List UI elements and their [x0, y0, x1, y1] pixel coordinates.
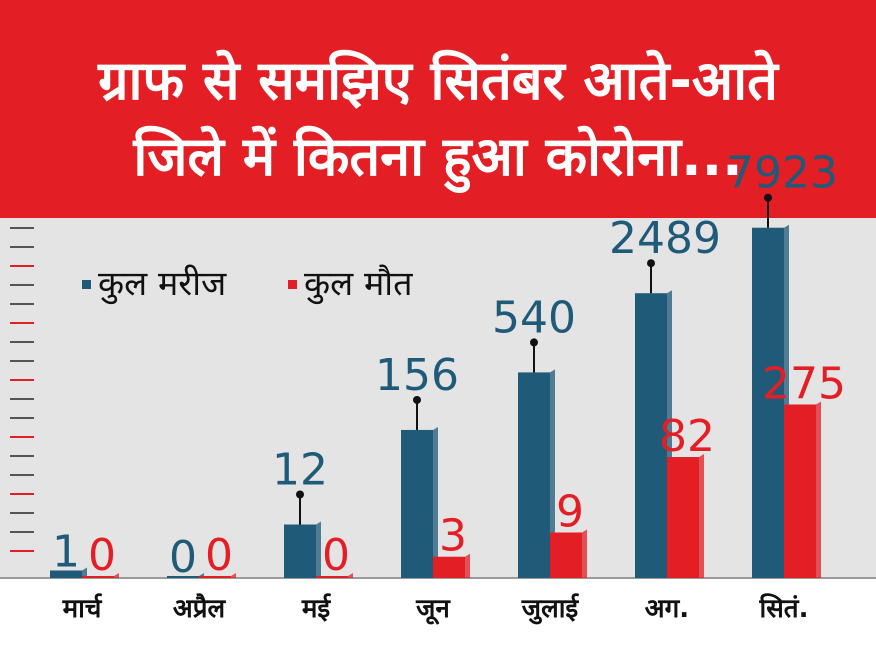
bar-deaths-side — [582, 529, 587, 578]
x-tick-label: जुलाई — [521, 593, 580, 625]
value-label-patients: 7923 — [726, 148, 838, 199]
bar-patients — [752, 227, 784, 578]
x-tick-label: सितं. — [758, 593, 808, 624]
value-label-deaths: 0 — [88, 530, 116, 581]
bar-deaths — [199, 576, 231, 578]
x-tick-label: जून — [415, 594, 451, 625]
bar-patients-side — [82, 567, 87, 578]
x-tick-label: मार्च — [62, 593, 103, 624]
legend-label-patients: कुल मरीज — [98, 264, 227, 304]
label-pin-dot — [413, 395, 421, 404]
value-label-deaths: 82 — [659, 411, 715, 462]
value-label-patients: 540 — [492, 292, 576, 343]
bar-patients — [401, 429, 433, 578]
bar-patients-side — [316, 521, 321, 578]
title-band: ग्राफ से समझिए सितंबर आते-आते जिले में क… — [0, 0, 876, 218]
legend-swatch-patients — [82, 280, 91, 289]
label-pin-dot — [764, 193, 772, 202]
legend-swatch-deaths — [288, 280, 297, 289]
bar-deaths — [433, 556, 465, 578]
x-axis-band — [0, 578, 876, 630]
bar-patients — [635, 293, 667, 578]
label-pin-dot — [530, 338, 538, 347]
chart-title-line-1: ग्राफ से समझिए सितंबर आते-आते — [98, 49, 778, 112]
bar-deaths-side — [348, 573, 353, 578]
legend-label-deaths: कुल मौत — [304, 264, 413, 304]
bar-deaths — [82, 576, 114, 578]
bar-patients-side — [433, 426, 438, 578]
bar-deaths-side — [816, 401, 821, 578]
bar-patients — [50, 570, 82, 578]
x-tick-label: मई — [301, 593, 332, 624]
bar-deaths-side — [231, 573, 236, 578]
value-label-patients: 2489 — [609, 213, 721, 264]
value-label-deaths: 275 — [762, 358, 846, 409]
bar-deaths-side — [699, 454, 704, 578]
bar-patients — [284, 524, 316, 578]
bar-deaths-side — [114, 573, 119, 578]
value-label-deaths: 0 — [322, 530, 350, 581]
label-pin-dot — [647, 259, 655, 268]
bar-deaths — [667, 457, 699, 578]
bar-patients — [518, 372, 550, 578]
x-tick-label: अप्रैल — [173, 593, 227, 624]
value-label-deaths: 0 — [205, 530, 233, 581]
bar-deaths — [550, 532, 582, 578]
bar-deaths — [316, 576, 348, 578]
chart-title-line-2: जिले में कितना हुआ कोरोना... — [133, 125, 743, 188]
value-label-patients: 156 — [375, 350, 459, 401]
value-label-patients: 1 — [52, 526, 80, 577]
x-tick-label: अग. — [645, 594, 689, 624]
value-label-patients: 0 — [169, 532, 197, 583]
bar-patients — [167, 576, 199, 578]
bar-patients-side — [550, 369, 555, 578]
value-label-deaths: 3 — [439, 511, 467, 562]
bar-deaths — [784, 404, 816, 578]
label-pin-dot — [296, 490, 304, 499]
bar-deaths-side — [465, 553, 470, 578]
value-label-deaths: 9 — [556, 487, 584, 538]
value-label-patients: 12 — [272, 445, 328, 496]
